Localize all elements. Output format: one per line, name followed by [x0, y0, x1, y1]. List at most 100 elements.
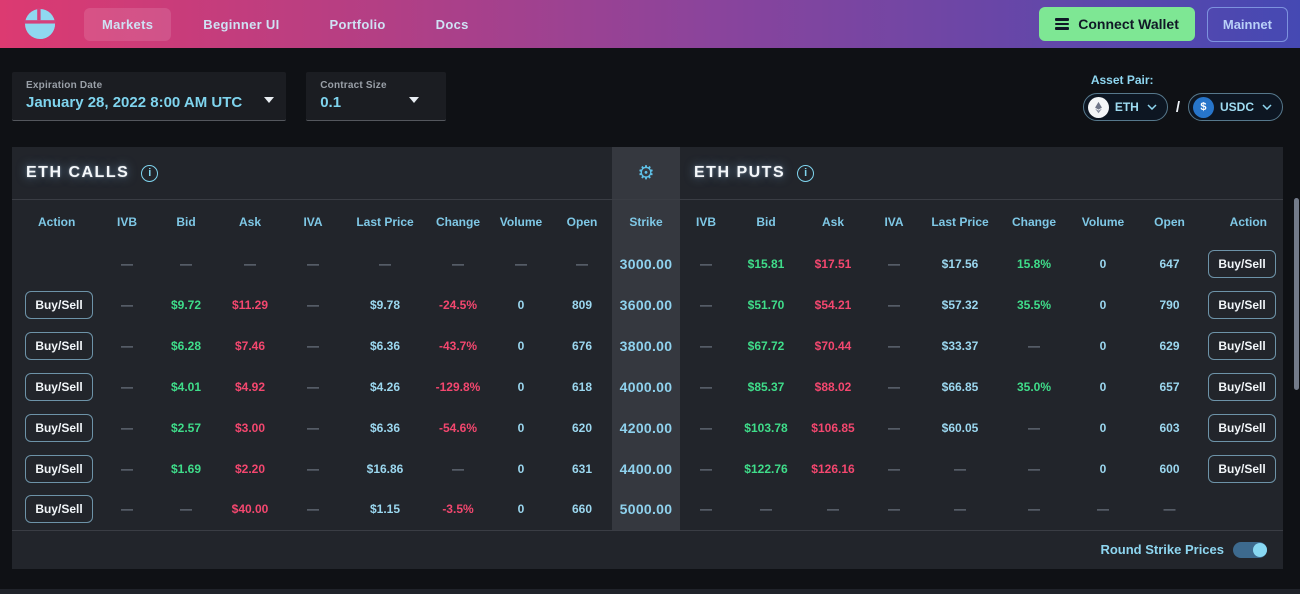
puts-iva: —	[888, 502, 900, 517]
puts-ivb: —	[700, 339, 712, 354]
caret-down-icon	[408, 96, 419, 103]
calls-action-cell: Buy/Sell	[12, 407, 100, 448]
calls-action-cell: Buy/Sell	[12, 367, 100, 408]
calls-ask-header: Ask	[238, 215, 261, 229]
calls-last-price: $9.78	[369, 298, 401, 313]
calls-volume: 0	[517, 339, 525, 354]
calls-action-cell: Buy/Sell	[12, 285, 100, 326]
round-strike-prices-toggle[interactable]	[1233, 541, 1267, 558]
calls-iva: —	[307, 339, 319, 354]
puts-volume: —	[1097, 502, 1109, 517]
calls-buy-sell-button[interactable]: Buy/Sell	[25, 495, 93, 524]
calls-open: 631	[571, 461, 593, 476]
puts-buy-sell-button[interactable]: Buy/Sell	[1208, 250, 1276, 279]
calls-open: 676	[571, 339, 593, 354]
puts-info-icon[interactable]: i	[797, 164, 815, 182]
puts-last-price: $57.32	[941, 298, 979, 313]
strike-value: 4400.00	[612, 448, 680, 490]
calls-buy-sell-button[interactable]: Buy/Sell	[25, 291, 93, 320]
puts-action-cell: Buy/Sell	[1203, 285, 1283, 326]
calls-info-icon[interactable]: i	[141, 164, 159, 182]
wallet-menu-icon	[1055, 18, 1070, 30]
puts-buy-sell-button[interactable]: Buy/Sell	[1208, 454, 1276, 483]
puts-volume: 0	[1099, 461, 1107, 476]
calls-change: —	[452, 461, 464, 476]
puts-open: 647	[1159, 257, 1180, 272]
expiration-date-select[interactable]: Expiration Date January 28, 2022 8:00 AM…	[12, 72, 287, 121]
calls-ask: $4.92	[234, 379, 266, 394]
puts-action-cell: Buy/Sell	[1203, 326, 1283, 367]
option-chain-row: — — — — — — — — 3000.00 — $15.81 $17.51 …	[12, 244, 1283, 285]
calls-open: 620	[571, 420, 593, 435]
column-headers: Action IVB Bid Ask IVA Last Price Change…	[12, 200, 1283, 244]
strike-value: 3000.00	[612, 244, 680, 285]
page-scrollbar[interactable]	[1294, 198, 1299, 390]
calls-bid: $1.69	[170, 461, 202, 476]
calls-open-header: Open	[566, 215, 598, 229]
network-button[interactable]: Mainnet	[1206, 6, 1288, 42]
base-asset-select[interactable]: ETH	[1082, 93, 1168, 121]
calls-buy-sell-button[interactable]: Buy/Sell	[25, 413, 93, 442]
calls-last-price: $16.86	[366, 461, 404, 476]
calls-ask: $7.46	[234, 339, 266, 354]
tab-docs[interactable]: Docs	[435, 16, 469, 32]
tab-portfolio[interactable]: Portfolio	[329, 16, 386, 32]
calls-buy-sell-button[interactable]: Buy/Sell	[25, 332, 93, 361]
quote-asset-value: USDC	[1219, 100, 1254, 114]
puts-bid: $103.78	[744, 420, 788, 435]
puts-change: —	[1028, 339, 1040, 354]
strike-value: 4200.00	[612, 407, 680, 449]
calls-iva: —	[307, 257, 319, 272]
puts-open: 600	[1159, 461, 1180, 476]
strike-value: 5000.00	[612, 489, 680, 530]
calls-ivb: —	[121, 420, 133, 435]
puts-last-price: $17.56	[941, 257, 979, 272]
quote-asset-select[interactable]: $ USDC	[1187, 93, 1283, 121]
puts-open: 657	[1159, 379, 1180, 394]
calls-buy-sell-button[interactable]: Buy/Sell	[25, 372, 93, 401]
settings-gear-icon[interactable]: ⚙︎	[637, 162, 655, 184]
tab-markets[interactable]: Markets	[84, 7, 172, 41]
connect-wallet-label: Connect Wallet	[1078, 16, 1179, 32]
calls-bid: $6.28	[170, 339, 202, 354]
puts-ivb: —	[700, 298, 712, 313]
connect-wallet-button[interactable]: Connect Wallet	[1039, 7, 1195, 41]
calls-action-cell: Buy/Sell	[12, 448, 100, 489]
puts-volume: 0	[1099, 257, 1107, 272]
puts-bid: $51.70	[747, 298, 785, 313]
asset-pair-label: Asset Pair:	[1090, 73, 1154, 87]
puts-change-header: Change	[1011, 215, 1056, 229]
puts-buy-sell-button[interactable]: Buy/Sell	[1208, 372, 1276, 401]
asset-pair-block: Asset Pair: ETH / $ USDC	[1082, 73, 1283, 121]
calls-ask: $40.00	[231, 502, 269, 517]
puts-action-cell: Buy/Sell	[1203, 244, 1283, 285]
puts-buy-sell-button[interactable]: Buy/Sell	[1208, 332, 1276, 361]
calls-bid: $4.01	[170, 379, 202, 394]
puts-change: —	[1028, 502, 1040, 517]
calls-iva: —	[307, 379, 319, 394]
puts-volume-header: Volume	[1081, 215, 1125, 229]
puts-bid: $15.81	[747, 257, 785, 272]
puts-buy-sell-button[interactable]: Buy/Sell	[1208, 413, 1276, 442]
puts-change: —	[1028, 420, 1040, 435]
puts-change: 35.0%	[1016, 379, 1052, 394]
strike-header: Strike	[612, 200, 680, 244]
option-chain-row: Buy/Sell — $9.72 $11.29 — $9.78 -24.5% 0…	[12, 284, 1283, 326]
calls-volume: 0	[517, 298, 525, 313]
option-chain-row: Buy/Sell — $6.28 $7.46 — $6.36 -43.7% 0 …	[12, 325, 1283, 367]
puts-volume: 0	[1099, 298, 1107, 313]
calls-open: 809	[571, 298, 593, 313]
puts-action-header: Action	[1229, 215, 1267, 229]
siren-logo-icon[interactable]	[24, 8, 56, 40]
tab-beginner-ui[interactable]: Beginner UI	[203, 16, 280, 32]
calls-ivb: —	[121, 298, 133, 313]
calls-bid: $2.57	[170, 420, 202, 435]
nav-tabs: Markets Beginner UI Portfolio Docs	[84, 7, 487, 41]
puts-buy-sell-button[interactable]: Buy/Sell	[1208, 291, 1276, 320]
contract-size-select[interactable]: Contract Size 0.1	[306, 72, 447, 121]
calls-buy-sell-button[interactable]: Buy/Sell	[25, 454, 93, 483]
puts-bid-header: Bid	[756, 215, 776, 229]
puts-iva: —	[888, 461, 900, 476]
puts-open-header: Open	[1154, 215, 1185, 229]
calls-change: -43.7%	[438, 339, 478, 354]
